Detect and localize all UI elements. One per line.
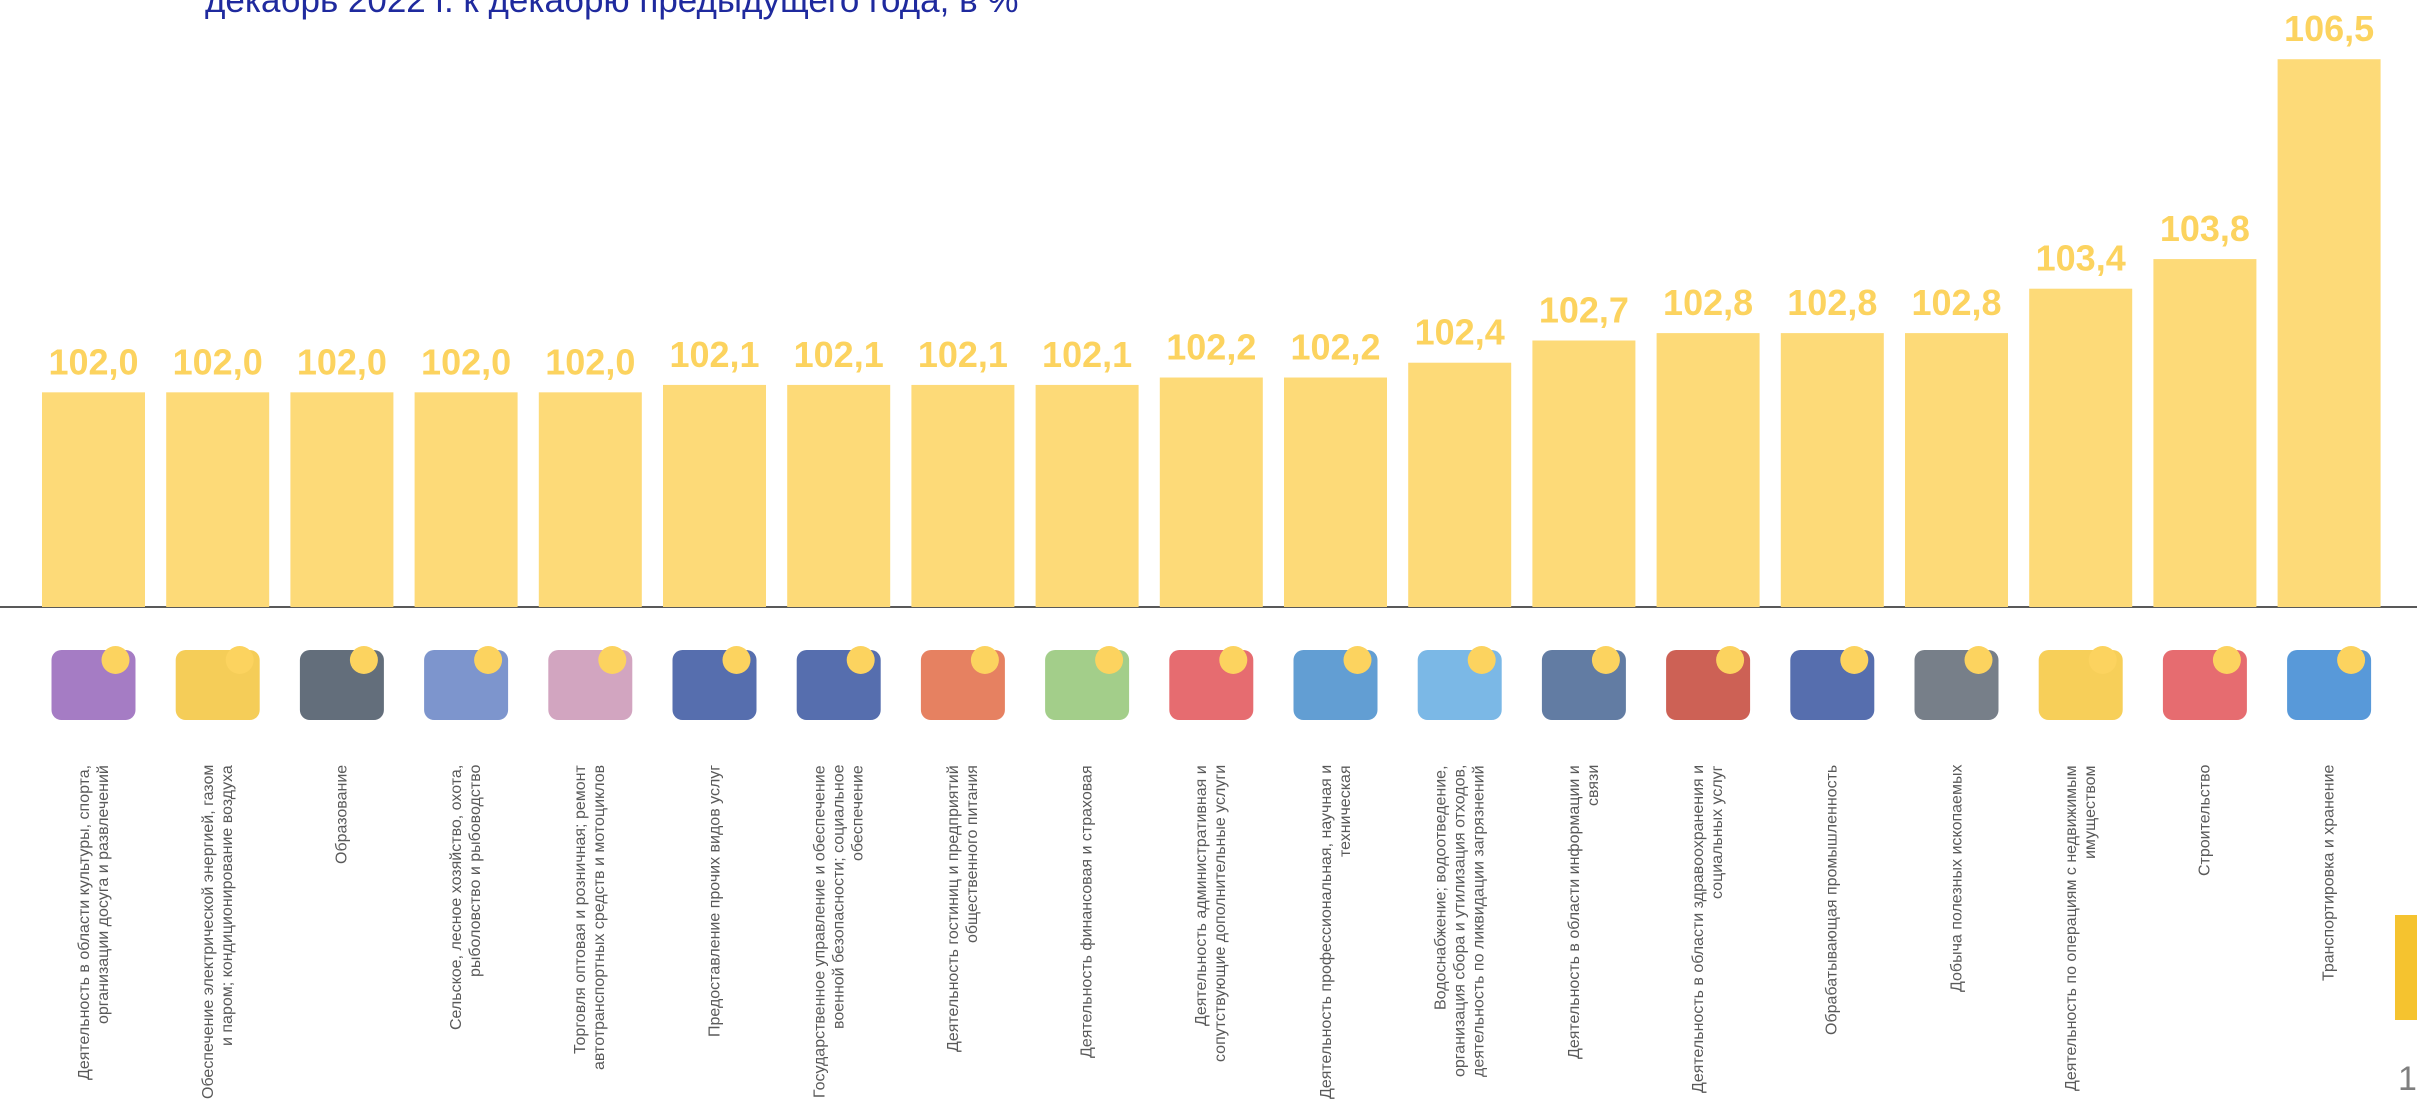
icon-detail: [598, 646, 627, 674]
icon-detail: [1716, 646, 1745, 674]
value-label: 102,1: [794, 334, 884, 375]
icon-detail: [1964, 646, 1993, 674]
value-label: 102,4: [1415, 312, 1505, 353]
icon-detail: [1219, 646, 1248, 674]
value-label: 102,8: [1911, 282, 2001, 323]
icon-detail: [2212, 646, 2241, 674]
x-tick-label: Торговля оптовая и розничная; ремонт авт…: [572, 765, 609, 1071]
icon-detail: [2337, 646, 2366, 674]
bar: [2277, 59, 2381, 608]
bar: [290, 392, 394, 607]
x-tick-label: Предоставление прочих видов услуг: [706, 765, 723, 1038]
value-label: 102,8: [1663, 282, 1753, 323]
bar: [2029, 288, 2133, 607]
x-tick-label: Деятельность в области здравоохранения и…: [1690, 765, 1727, 1094]
value-label: 102,2: [1290, 327, 1380, 368]
bar: [1035, 384, 1139, 607]
icon-detail: [970, 646, 999, 674]
icon-detail: [101, 646, 130, 674]
icon-detail: [1591, 646, 1620, 674]
bar: [911, 384, 1015, 607]
bar: [1408, 362, 1512, 607]
page-number: 1: [2398, 1060, 2417, 1098]
side-tab: [2395, 915, 2417, 1020]
value-label: 103,4: [2036, 238, 2126, 279]
icon-detail: [474, 646, 503, 674]
x-tick-label: Деятельность гостиниц и предприятий обще…: [944, 765, 981, 1052]
value-label: 102,1: [1042, 334, 1132, 375]
icon-detail: [1095, 646, 1124, 674]
value-label: 102,2: [1166, 327, 1256, 368]
icon-detail: [1840, 646, 1869, 674]
x-tick-label: Государственное управление и обеспечение…: [811, 765, 867, 1098]
icon-detail: [1467, 646, 1496, 674]
bar: [1656, 333, 1760, 607]
icon-detail: [1343, 646, 1372, 674]
bar: [1780, 333, 1884, 607]
x-tick-label: Деятельность профессиональная, научная и…: [1317, 765, 1354, 1100]
value-label: 106,5: [2284, 8, 2374, 49]
icon-detail: [722, 646, 751, 674]
x-tick-label: Обрабатывающая промышленность: [1823, 765, 1841, 1036]
x-tick-label: Деятельность административная и сопутств…: [1193, 765, 1230, 1063]
value-label: 102,0: [545, 341, 635, 382]
chart-title: декабрь 2022 г. к декабрю предыдущего го…: [205, 0, 1019, 20]
x-tick-label: Добыча полезных ископаемых: [1948, 765, 1965, 993]
value-label: 102,0: [421, 341, 511, 382]
bar: [787, 384, 891, 607]
bar: [1905, 333, 2008, 607]
bar: [166, 392, 270, 607]
bar: [1284, 377, 1387, 607]
bar: [414, 392, 518, 607]
bar: [2153, 259, 2257, 607]
icon-detail: [846, 646, 875, 674]
x-tick-label: Строительство: [2196, 765, 2214, 877]
x-tick-label: Сельское, лесное хозяйство, охота, рыбол…: [448, 765, 485, 1031]
icon-detail: [349, 646, 378, 674]
x-tick-label: Водоснабжение; водоотведение, организаци…: [1432, 765, 1488, 1078]
value-label: 102,0: [173, 341, 263, 382]
value-label: 102,0: [297, 341, 387, 382]
icon-detail: [2088, 646, 2117, 674]
value-label: 103,8: [2160, 208, 2250, 249]
x-tick-label: Деятельность по операциям с недвижимым и…: [2062, 765, 2099, 1091]
x-tick-label: Деятельность в области информации и связ…: [1565, 765, 1602, 1059]
x-tick-label: Деятельность в области культуры, спорта,…: [75, 765, 112, 1081]
bar: [538, 392, 642, 607]
value-label: 102,1: [918, 334, 1008, 375]
bar: [1532, 340, 1636, 607]
value-label: 102,7: [1539, 290, 1629, 331]
value-label: 102,0: [48, 341, 138, 382]
bar: [663, 384, 766, 607]
x-tick-label: Образование: [333, 765, 351, 865]
value-label: 102,1: [669, 334, 759, 375]
x-tick-label: Деятельность финансовая и страховая: [1078, 765, 1096, 1058]
x-tick-label: Обеспечение электрической энергией, газо…: [199, 765, 236, 1100]
bar: [1159, 377, 1263, 607]
icon-detail: [225, 646, 254, 674]
bar: [42, 392, 145, 607]
value-label: 102,8: [1787, 282, 1877, 323]
x-tick-label: Транспортировка и хранение: [2320, 765, 2338, 982]
